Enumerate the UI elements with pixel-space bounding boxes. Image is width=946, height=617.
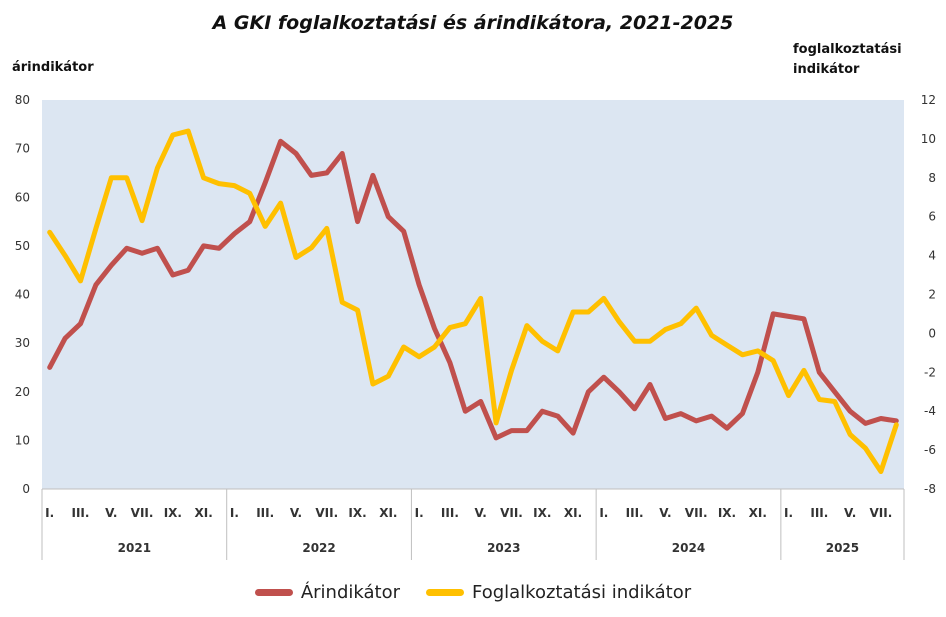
right-y-tick-label: -8 (924, 482, 936, 496)
x-tick-label: XI. (379, 506, 397, 520)
year-label: 2025 (826, 541, 859, 555)
x-tick-label: V. (659, 506, 671, 520)
series-lines (47, 128, 899, 474)
legend-label: Árindikátor (300, 581, 400, 603)
x-tick-label: III. (72, 506, 90, 520)
x-tick-label: VII. (315, 506, 338, 520)
x-tick-label: VII. (500, 506, 523, 520)
right-y-tick-label: 12 (921, 93, 936, 107)
left-y-tick-label: 80 (15, 93, 30, 107)
left-y-tick-label: 0 (22, 482, 30, 496)
x-tick-label: I. (45, 506, 54, 520)
x-tick-label: VII. (131, 506, 154, 520)
foglalkoztatasi-indikator-line (47, 128, 899, 474)
legend-item-arindikator: Árindikátor (254, 581, 400, 603)
arindikator-line (47, 138, 899, 441)
right-y-tick-label: 6 (928, 210, 936, 224)
left-y-tick-label: 40 (15, 288, 30, 302)
year-label: 2021 (118, 541, 151, 555)
legend-label: Foglalkoztatási indikátor (472, 581, 692, 603)
x-tick-label: VII. (685, 506, 708, 520)
x-tick-label: V. (475, 506, 487, 520)
year-label: 2023 (487, 541, 520, 555)
x-tick-label: V. (844, 506, 856, 520)
right-y-tick-label: 8 (928, 171, 936, 185)
x-tick-label: III. (810, 506, 828, 520)
right-y-tick-label: -6 (924, 443, 936, 457)
x-tick-label: IX. (348, 506, 366, 520)
x-tick-label: XI. (564, 506, 582, 520)
right-y-tick-label: -2 (924, 365, 936, 379)
x-tick-label: V. (105, 506, 117, 520)
year-label: 2024 (672, 541, 705, 555)
x-tick-label: III. (256, 506, 274, 520)
year-label: 2022 (302, 541, 335, 555)
legend: Árindikátor Foglalkoztatási indikátor (0, 578, 946, 606)
right-y-tick-label: 4 (928, 249, 936, 263)
left-y-tick-label: 50 (15, 239, 30, 253)
plot-area (42, 100, 904, 489)
x-tick-label: VII. (870, 506, 893, 520)
chart-title: A GKI foglalkoztatási és árindikátora, 2… (212, 12, 734, 34)
x-tick-label: I. (784, 506, 793, 520)
x-tick-label: I. (415, 506, 424, 520)
axes: 0 10 20 30 40 50 60 70 80 -8 -6 -4 -2 0 2 4 6 8 10 12 I. III.… (15, 93, 936, 560)
x-tick-label: IX. (164, 506, 182, 520)
right-axis-title: foglalkoztatási indikátor (793, 42, 902, 77)
x-tick-label: III. (626, 506, 644, 520)
legend-swatch (254, 588, 293, 596)
left-y-tick-label: 20 (15, 385, 30, 399)
x-tick-label: I. (599, 506, 608, 520)
x-tick-label: V. (290, 506, 302, 520)
right-y-tick-label: -4 (924, 404, 936, 418)
x-tick-label: IX. (533, 506, 551, 520)
right-y-tick-label: 2 (928, 288, 936, 302)
left-axis-title: árindikátor (12, 60, 94, 75)
right-y-tick-label: 10 (921, 132, 936, 146)
x-tick-label: IX. (718, 506, 736, 520)
x-tick-label: I. (230, 506, 239, 520)
x-tick-label: III. (441, 506, 459, 520)
left-y-tick-label: 30 (15, 336, 30, 350)
legend-item-foglalkoztatasi: Foglalkoztatási indikátor (426, 582, 691, 603)
left-y-tick-label: 70 (15, 142, 30, 156)
left-y-tick-label: 10 (15, 433, 30, 447)
right-y-tick-label: 0 (928, 326, 936, 340)
left-y-tick-label: 60 (15, 190, 30, 204)
x-tick-label: XI. (194, 506, 212, 520)
legend-swatch (426, 588, 464, 596)
x-tick-label: XI. (749, 506, 767, 520)
